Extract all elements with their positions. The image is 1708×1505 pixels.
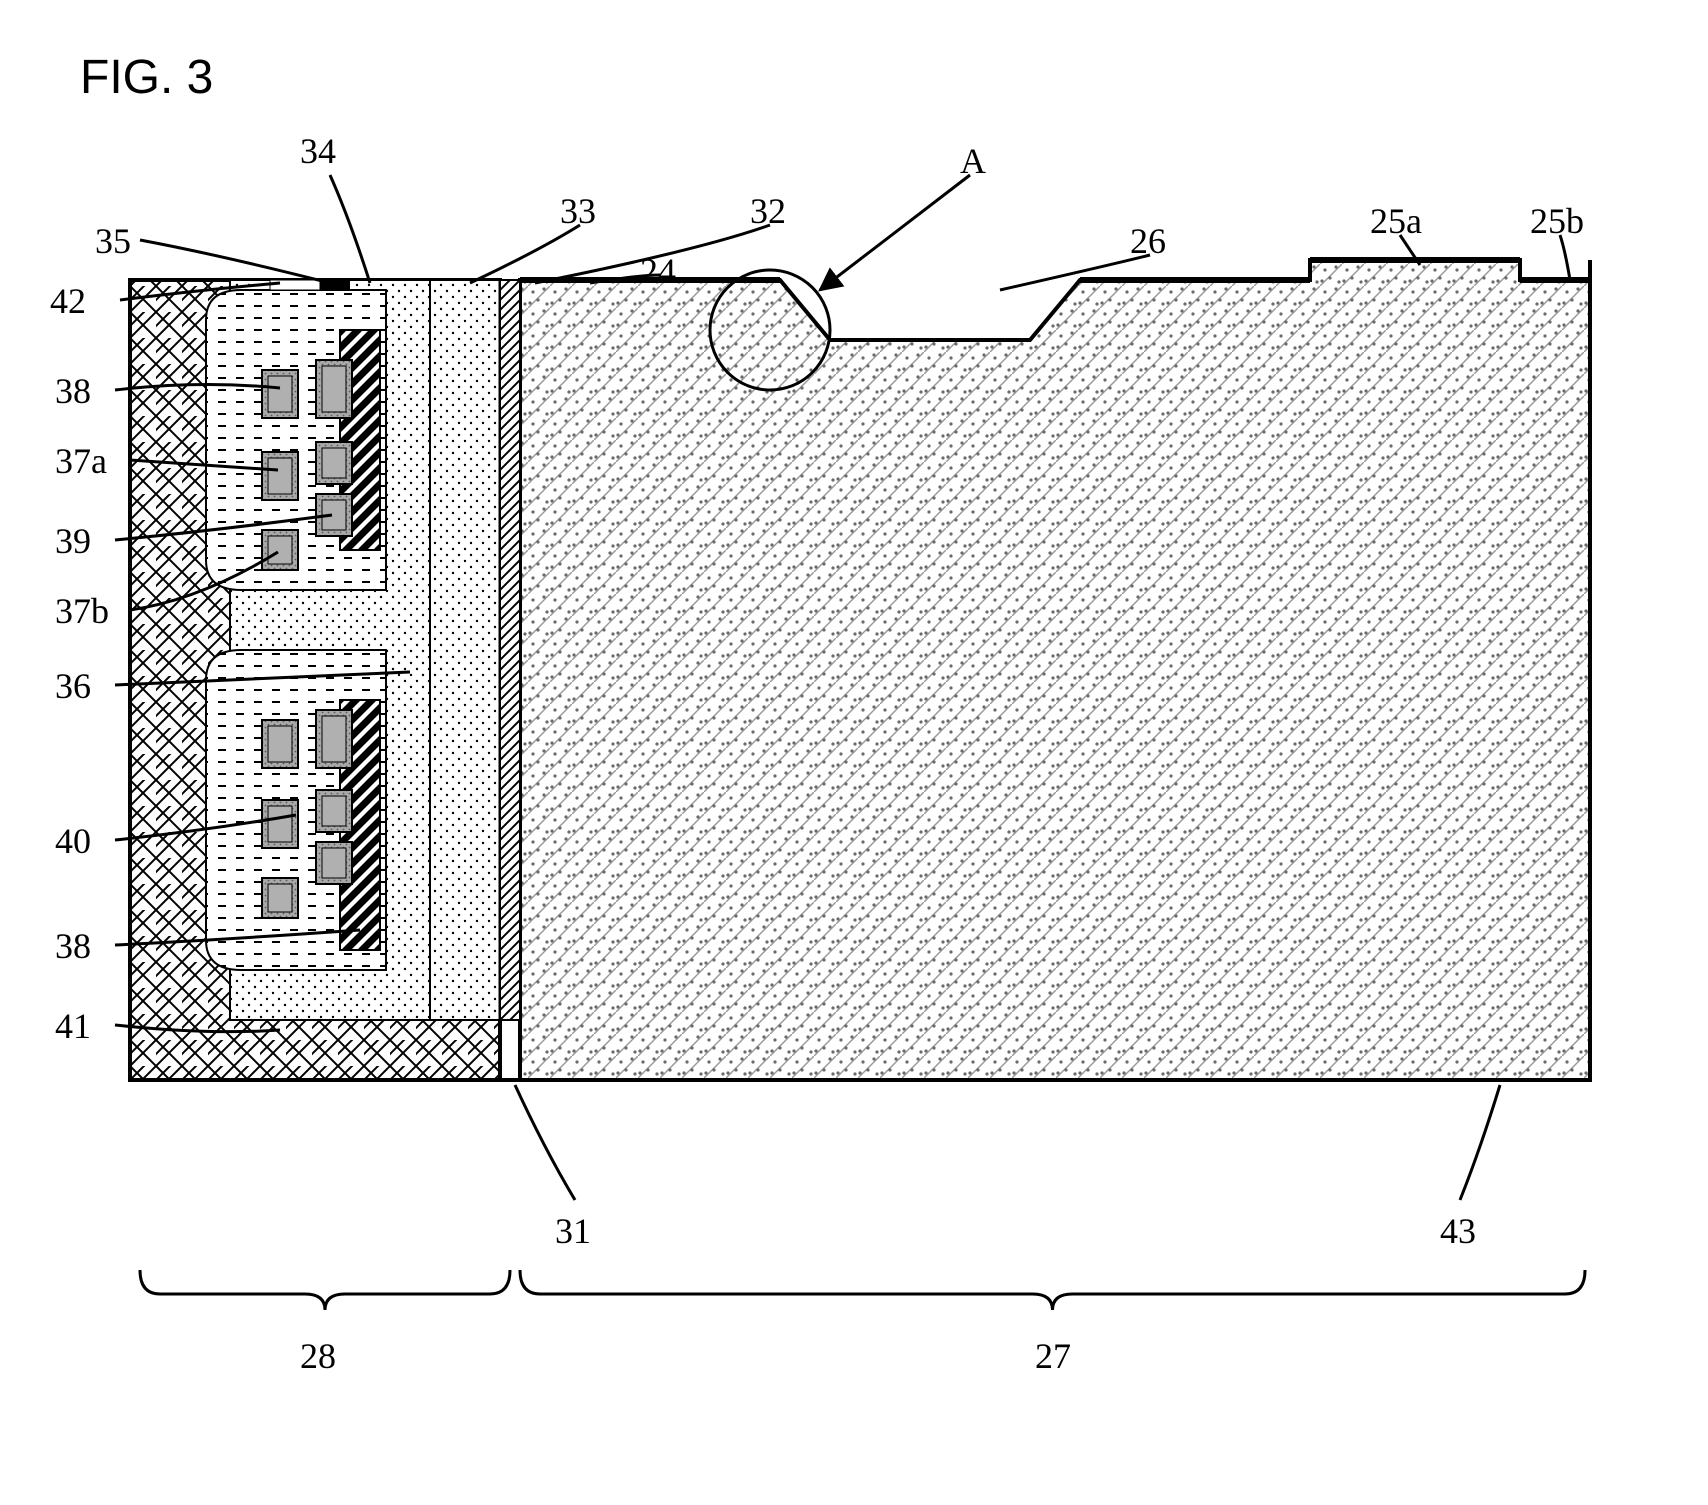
label-33: 33 (560, 190, 596, 232)
label-38-a: 38 (55, 370, 91, 412)
label-25a: 25a (1370, 200, 1422, 242)
label-35: 35 (95, 220, 131, 262)
label-40: 40 (55, 820, 91, 862)
figure-title: FIG. 3 (80, 50, 213, 105)
label-28: 28 (300, 1335, 336, 1377)
label-31: 31 (555, 1210, 591, 1252)
label-24: 24 (640, 250, 676, 292)
label-A: A (960, 140, 986, 182)
figure-body (115, 175, 1590, 1310)
label-32: 32 (750, 190, 786, 232)
label-26: 26 (1130, 220, 1166, 262)
label-37b: 37b (55, 590, 109, 632)
label-43: 43 (1440, 1210, 1476, 1252)
label-38-b: 38 (55, 925, 91, 967)
label-37a: 37a (55, 440, 107, 482)
label-34: 34 (300, 130, 336, 172)
figure-svg (0, 0, 1708, 1505)
label-41: 41 (55, 1005, 91, 1047)
label-36: 36 (55, 665, 91, 707)
label-27: 27 (1035, 1335, 1071, 1377)
label-39: 39 (55, 520, 91, 562)
figure-stage: FIG. 3 (0, 0, 1708, 1505)
label-42: 42 (50, 280, 86, 322)
label-25b: 25b (1530, 200, 1584, 242)
